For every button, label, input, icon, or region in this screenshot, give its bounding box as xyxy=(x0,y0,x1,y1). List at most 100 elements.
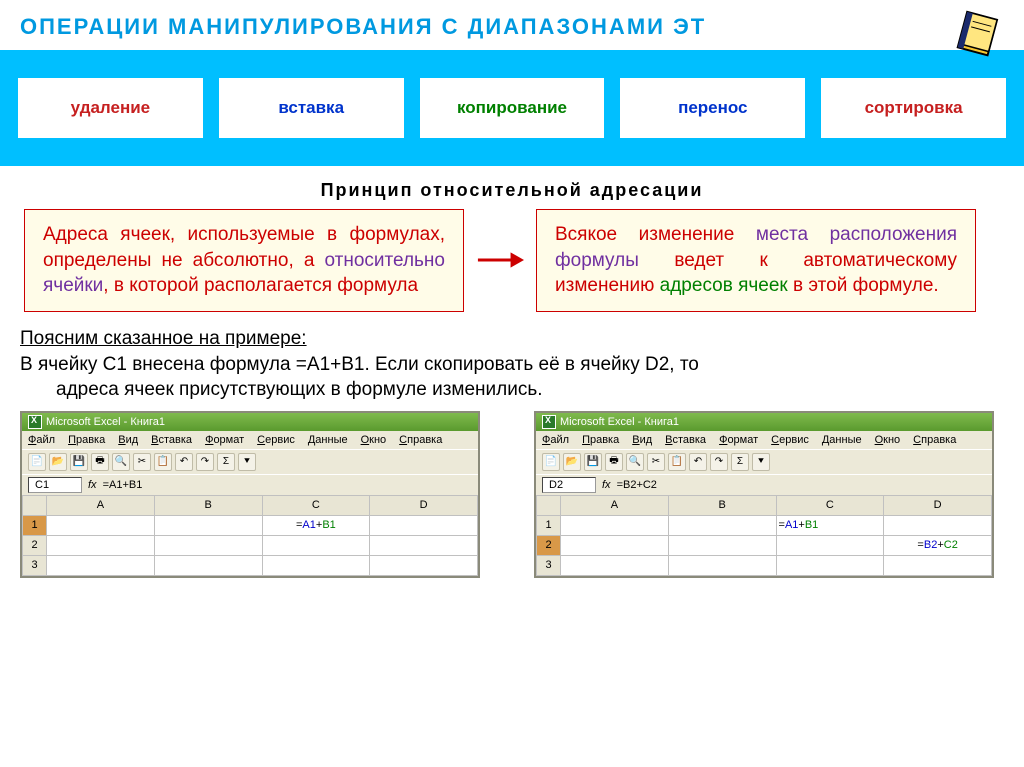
menu-item[interactable]: Вид xyxy=(118,434,138,446)
excel-toolbar[interactable]: 📄📂💾🖶🔍✂📋↶↷Σ⯆ xyxy=(536,449,992,474)
excel-toolbar[interactable]: 📄📂💾🖶🔍✂📋↶↷Σ⯆ xyxy=(22,449,478,474)
menu-item[interactable]: Формат xyxy=(719,434,758,446)
slide-header: ОПЕРАЦИИ МАНИПУЛИРОВАНИЯ С ДИАПАЗОНАМИ Э… xyxy=(0,0,1024,50)
cell-reference[interactable]: D2 xyxy=(542,477,596,493)
toolbar-button[interactable]: Σ xyxy=(217,453,235,471)
cell-d2[interactable]: =B2+C2 xyxy=(884,535,992,555)
excel-title: Microsoft Excel - Книга1 xyxy=(560,416,679,428)
principle-left: Адреса ячеек, используемые в формулах, о… xyxy=(24,209,464,312)
toolbar-button[interactable]: Σ xyxy=(731,453,749,471)
menu-item[interactable]: Данные xyxy=(822,434,862,446)
op-copy: копирование xyxy=(420,78,605,138)
menu-item[interactable]: Окно xyxy=(361,434,387,446)
col-header[interactable]: D xyxy=(370,495,478,515)
excel-window-left: Microsoft Excel - Книга1 Файл Правка Вид Вс… xyxy=(20,411,480,578)
toolbar-button[interactable]: ↶ xyxy=(689,453,707,471)
excel-menu[interactable]: Файл Правка Вид Вставка Формат Сервис Данные Ок… xyxy=(22,431,478,449)
op-move: перенос xyxy=(620,78,805,138)
toolbar-button[interactable]: 💾 xyxy=(70,453,88,471)
cell-c1[interactable]: =A1+B1 xyxy=(776,515,884,535)
excel-app-icon xyxy=(542,415,556,429)
excel-screenshots-row: Microsoft Excel - Книга1 Файл Правка Вид Вс… xyxy=(0,411,1024,578)
fx-icon: fx xyxy=(88,479,97,491)
example-text: Поясним сказанное на примере: В ячейку С… xyxy=(0,312,1024,411)
example-line2: В ячейку С1 внесена формула =А1+В1. Если… xyxy=(20,352,1004,378)
op-sort: сортировка xyxy=(821,78,1006,138)
col-header[interactable] xyxy=(537,495,561,515)
example-line1: Поясним сказанное на примере: xyxy=(20,328,307,349)
formula-value: =A1+B1 xyxy=(103,479,143,491)
book-icon xyxy=(950,6,1008,64)
toolbar-button[interactable]: ↷ xyxy=(196,453,214,471)
toolbar-button[interactable]: ✂ xyxy=(647,453,665,471)
excel-title: Microsoft Excel - Книга1 xyxy=(46,416,165,428)
excel-formula-bar[interactable]: D2 fx =B2+C2 xyxy=(536,474,992,495)
toolbar-button[interactable]: ✂ xyxy=(133,453,151,471)
toolbar-button[interactable]: 📂 xyxy=(563,453,581,471)
toolbar-button[interactable]: 📄 xyxy=(28,453,46,471)
row-header-2[interactable]: 2 xyxy=(537,535,561,555)
excel-window-right: Microsoft Excel - Книга1 Файл Правка Вид Вс… xyxy=(534,411,994,578)
toolbar-button[interactable]: 🖶 xyxy=(91,453,109,471)
cell-reference[interactable]: C1 xyxy=(28,477,82,493)
menu-item[interactable]: Вставка xyxy=(665,434,706,446)
principle-subtitle: Принцип относительной адресации xyxy=(0,166,1024,209)
toolbar-button[interactable]: 🖶 xyxy=(605,453,623,471)
col-header[interactable]: A xyxy=(47,495,155,515)
fx-icon: fx xyxy=(602,479,611,491)
excel-formula-bar[interactable]: C1 fx =A1+B1 xyxy=(22,474,478,495)
menu-item[interactable]: Справка xyxy=(399,434,442,446)
example-line3: адреса ячеек присутствующих в формуле из… xyxy=(20,377,1004,403)
toolbar-button[interactable]: ⯆ xyxy=(238,453,256,471)
row-header-1[interactable]: 1 xyxy=(23,515,47,535)
col-header[interactable]: A xyxy=(561,495,669,515)
menu-item[interactable]: Вставка xyxy=(151,434,192,446)
col-header[interactable]: C xyxy=(776,495,884,515)
formula-value: =B2+C2 xyxy=(617,479,657,491)
col-header[interactable]: B xyxy=(668,495,776,515)
row-header-2[interactable]: 2 xyxy=(23,535,47,555)
excel-grid[interactable]: ABCD 1 =A1+B1 2 3 xyxy=(22,495,478,576)
row-header-3[interactable]: 3 xyxy=(23,555,47,575)
arrow-icon xyxy=(476,248,524,272)
toolbar-button[interactable]: 📄 xyxy=(542,453,560,471)
toolbar-button[interactable]: 💾 xyxy=(584,453,602,471)
menu-item[interactable]: Вид xyxy=(632,434,652,446)
excel-titlebar: Microsoft Excel - Книга1 xyxy=(22,413,478,431)
excel-menu[interactable]: Файл Правка Вид Вставка Формат Сервис Данные Ок… xyxy=(536,431,992,449)
excel-titlebar: Microsoft Excel - Книга1 xyxy=(536,413,992,431)
excel-app-icon xyxy=(28,415,42,429)
menu-item[interactable]: Файл xyxy=(542,434,569,446)
excel-grid[interactable]: ABCD 1 =A1+B1 2 =B2+C2 3 xyxy=(536,495,992,576)
row-header-1[interactable]: 1 xyxy=(537,515,561,535)
menu-item[interactable]: Сервис xyxy=(257,434,295,446)
menu-item[interactable]: Правка xyxy=(68,434,105,446)
col-header[interactable] xyxy=(23,495,47,515)
toolbar-button[interactable]: ↶ xyxy=(175,453,193,471)
slide-title: ОПЕРАЦИИ МАНИПУЛИРОВАНИЯ С ДИАПАЗОНАМИ Э… xyxy=(20,14,1004,40)
menu-item[interactable]: Сервис xyxy=(771,434,809,446)
col-header[interactable]: D xyxy=(884,495,992,515)
toolbar-button[interactable]: 🔍 xyxy=(112,453,130,471)
toolbar-button[interactable]: 📋 xyxy=(668,453,686,471)
menu-item[interactable]: Правка xyxy=(582,434,619,446)
principle-right: Всякое изменение места расположения форм… xyxy=(536,209,976,312)
toolbar-button[interactable]: 📋 xyxy=(154,453,172,471)
row-header-3[interactable]: 3 xyxy=(537,555,561,575)
toolbar-button[interactable]: 🔍 xyxy=(626,453,644,471)
menu-item[interactable]: Данные xyxy=(308,434,348,446)
cell-c1[interactable]: =A1+B1 xyxy=(262,515,370,535)
menu-item[interactable]: Формат xyxy=(205,434,244,446)
toolbar-button[interactable]: ↷ xyxy=(710,453,728,471)
menu-item[interactable]: Окно xyxy=(875,434,901,446)
menu-item[interactable]: Файл xyxy=(28,434,55,446)
toolbar-button[interactable]: 📂 xyxy=(49,453,67,471)
menu-item[interactable]: Справка xyxy=(913,434,956,446)
op-insert: вставка xyxy=(219,78,404,138)
col-header[interactable]: C xyxy=(262,495,370,515)
principle-row: Адреса ячеек, используемые в формулах, о… xyxy=(0,209,1024,312)
col-header[interactable]: B xyxy=(154,495,262,515)
toolbar-button[interactable]: ⯆ xyxy=(752,453,770,471)
operations-bar: удаление вставка копирование перенос сор… xyxy=(0,50,1024,166)
op-delete: удаление xyxy=(18,78,203,138)
